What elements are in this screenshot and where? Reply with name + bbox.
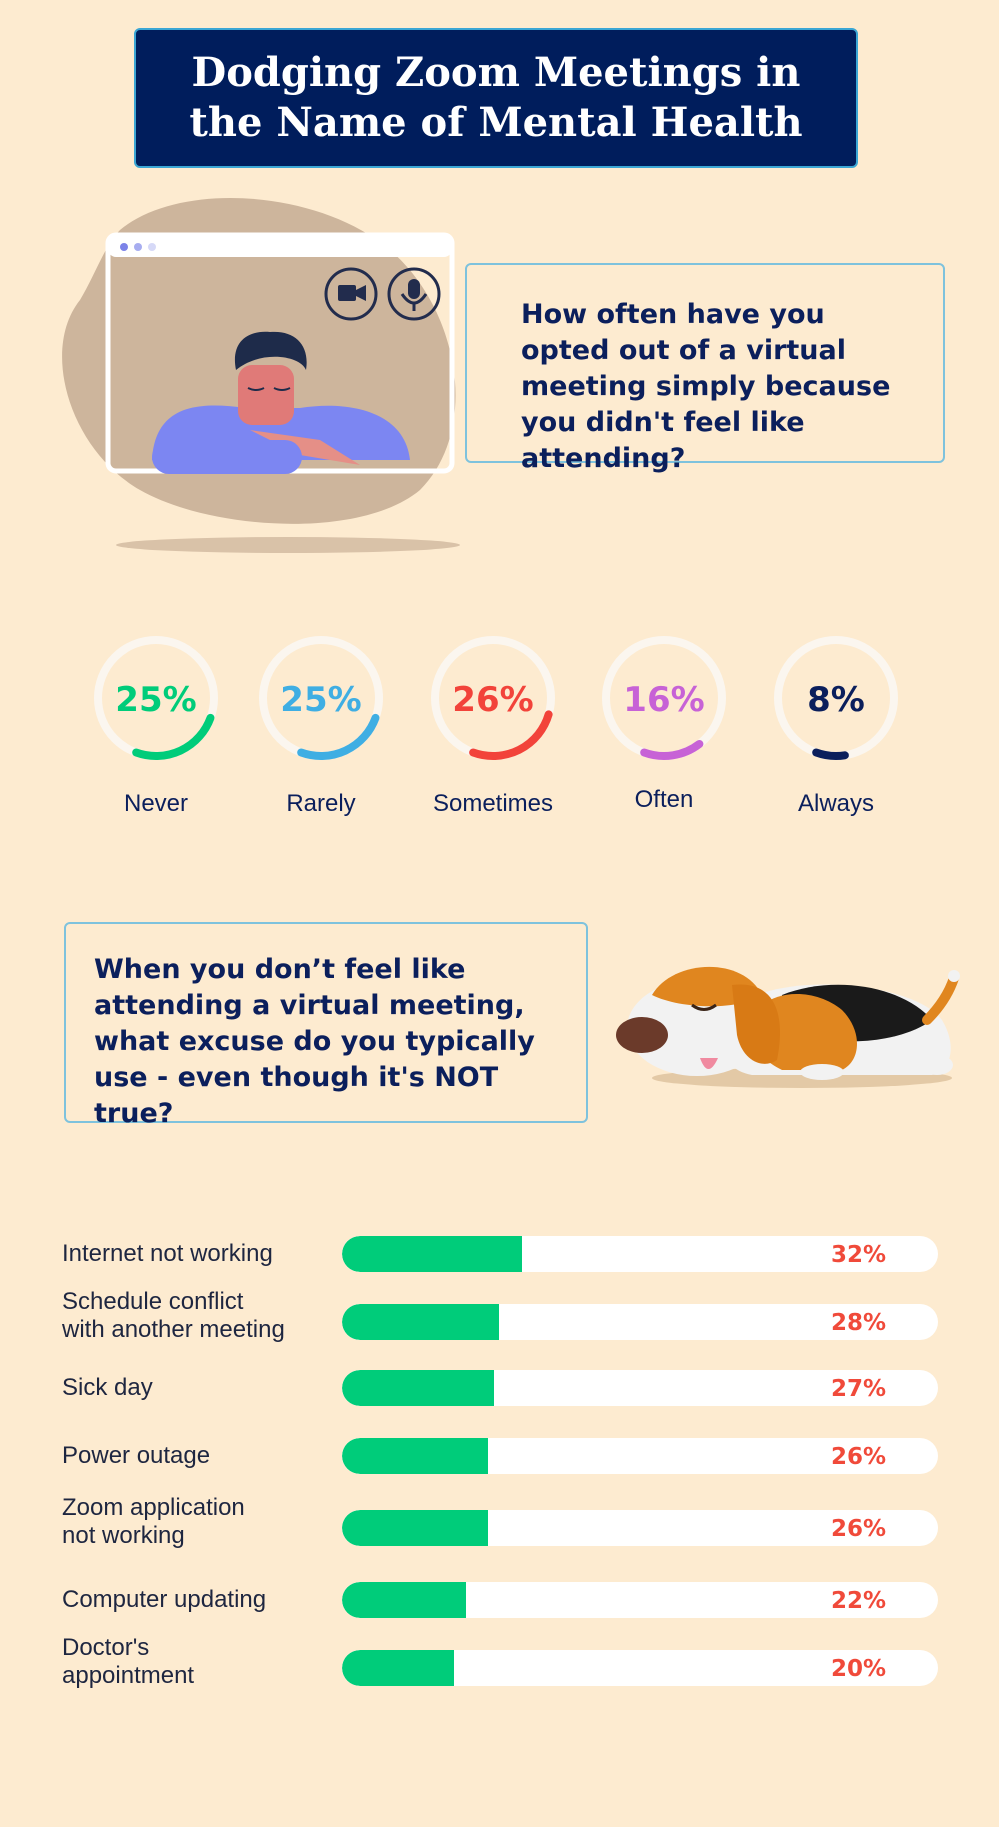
ring-arc bbox=[812, 748, 849, 760]
bar-fill bbox=[342, 1370, 494, 1406]
ring-never: 25% bbox=[94, 636, 218, 760]
ring-always: 8% bbox=[774, 636, 898, 760]
ring-value-label: 8% bbox=[807, 680, 865, 720]
bar-value-label: 22% bbox=[830, 1588, 886, 1614]
ring-arc bbox=[469, 710, 553, 760]
question-1-text: How often have you opted out of a virtua… bbox=[521, 299, 891, 474]
frequency-rings: 25% 25% 26% 16% 8% Never Rarely Sometimes Often… bbox=[0, 630, 999, 830]
ring-category-label: Rarely bbox=[286, 790, 356, 817]
bar-value-label: 28% bbox=[830, 1310, 886, 1336]
bar-fill bbox=[342, 1582, 466, 1618]
ring-category-label: Often bbox=[634, 786, 694, 813]
ring-category-label: Always bbox=[797, 790, 875, 817]
title-banner: Dodging Zoom Meetings in the Name of Men… bbox=[134, 28, 858, 168]
ring-category-label: Never bbox=[123, 790, 189, 817]
bar-fill bbox=[342, 1304, 499, 1340]
bar-track: 22% bbox=[342, 1582, 938, 1618]
ring-value-label: 26% bbox=[452, 680, 533, 720]
bar-value-label: 26% bbox=[830, 1516, 886, 1542]
bar-fill bbox=[342, 1650, 454, 1686]
ring-arc bbox=[297, 713, 380, 760]
bar-category-label: Zoom application not working bbox=[62, 1494, 245, 1549]
video-call-illustration bbox=[62, 197, 460, 553]
ring-value-label: 25% bbox=[280, 680, 361, 720]
bar-track: 26% bbox=[342, 1510, 938, 1546]
bar-track: 28% bbox=[342, 1304, 938, 1340]
ring-value-label: 16% bbox=[623, 680, 704, 720]
bar-fill bbox=[342, 1438, 488, 1474]
ring-value-label: 25% bbox=[115, 680, 196, 720]
ring-arc bbox=[132, 713, 215, 760]
ring-category-label: Sometimes bbox=[432, 790, 554, 817]
question-2-text: When you don’t feel like attending a vir… bbox=[94, 954, 535, 1129]
bar-category-label: Internet not working bbox=[62, 1240, 273, 1267]
bar-category-label: Power outage bbox=[62, 1442, 211, 1469]
bar-category-label: Sick day bbox=[62, 1374, 153, 1401]
bar-fill bbox=[342, 1236, 522, 1272]
camera-icon bbox=[324, 267, 378, 321]
ring-often: 16% bbox=[602, 636, 726, 760]
bar-track: 27% bbox=[342, 1370, 938, 1406]
bar-track: 26% bbox=[342, 1438, 938, 1474]
bar-category-label: Schedule conflict with another meeting bbox=[62, 1288, 285, 1343]
page-title: Dodging Zoom Meetings in the Name of Men… bbox=[189, 49, 803, 146]
bar-category-label: Computer updating bbox=[62, 1586, 267, 1613]
sleeping-dog-illustration bbox=[616, 966, 960, 1088]
bar-track: 32% bbox=[342, 1236, 938, 1272]
question-1-box: How often have you opted out of a virtua… bbox=[465, 263, 945, 474]
rings-svg: 25% 25% 26% 16% 8% bbox=[94, 636, 898, 760]
microphone-icon bbox=[387, 267, 441, 321]
bar-value-label: 27% bbox=[830, 1376, 886, 1402]
bar-track: 20% bbox=[342, 1650, 938, 1686]
bar-value-label: 20% bbox=[830, 1656, 886, 1682]
question-2-box: When you don’t feel like attending a vir… bbox=[64, 922, 588, 1129]
bar-category-label: Doctor's appointment bbox=[62, 1634, 195, 1689]
bar-fill bbox=[342, 1510, 488, 1546]
ring-sometimes: 26% bbox=[431, 636, 555, 760]
bar-value-label: 26% bbox=[830, 1444, 886, 1470]
shadow-shape bbox=[116, 537, 460, 553]
ring-arc bbox=[640, 739, 704, 760]
bar-value-label: 32% bbox=[830, 1242, 886, 1268]
ring-rarely: 25% bbox=[259, 636, 383, 760]
